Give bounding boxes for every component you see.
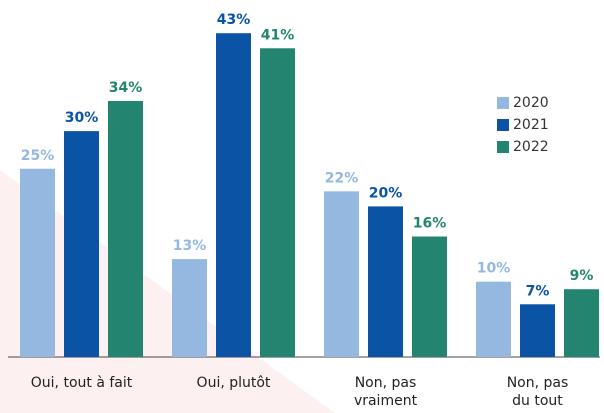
- value-label: 22%: [325, 170, 359, 186]
- value-label: 41%: [261, 27, 295, 43]
- legend-label: 2021: [513, 117, 549, 133]
- bar: [324, 191, 359, 357]
- bar: [368, 206, 403, 357]
- category-label: Oui, plutôt: [196, 375, 271, 391]
- value-label: 34%: [109, 80, 143, 96]
- value-label: 10%: [477, 261, 511, 277]
- value-label: 9%: [570, 268, 594, 284]
- bar: [412, 236, 447, 357]
- bar: [564, 289, 599, 357]
- legend-swatch: [497, 141, 509, 153]
- value-label: 25%: [21, 148, 55, 164]
- legend-label: 2020: [513, 95, 549, 111]
- category-label: Non, pas vraiment: [353, 375, 418, 409]
- bar: [64, 131, 99, 357]
- value-label: 43%: [217, 12, 251, 28]
- category-label: Non, pas du tout: [506, 375, 569, 409]
- bar: [172, 259, 207, 357]
- bar: [216, 33, 251, 358]
- value-label: 16%: [413, 216, 447, 232]
- value-label: 7%: [526, 283, 550, 299]
- legend-swatch: [497, 119, 509, 131]
- bar: [520, 304, 555, 357]
- bar: [20, 168, 55, 357]
- value-label: 20%: [369, 185, 403, 201]
- bar: [476, 281, 511, 357]
- bar: [260, 48, 295, 358]
- legend-swatch: [497, 97, 509, 109]
- value-label: 30%: [65, 110, 99, 126]
- legend-label: 2022: [513, 139, 549, 155]
- bar: [108, 100, 143, 357]
- value-label: 13%: [173, 238, 207, 254]
- category-label: Oui, tout à fait: [30, 375, 133, 391]
